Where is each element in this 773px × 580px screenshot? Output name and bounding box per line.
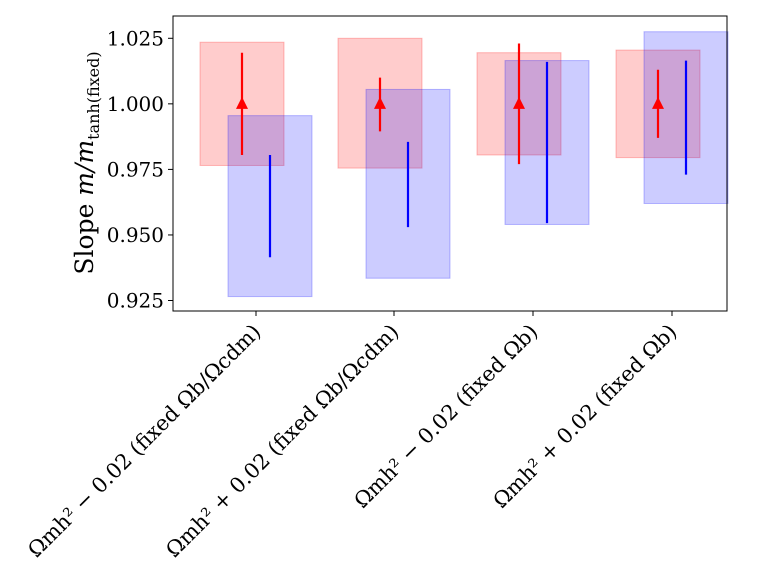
- error-bars: [236, 43, 688, 258]
- y-tick-label: 0.925: [107, 289, 164, 313]
- y-axis-ticks: 0.925 0.950 0.975 1.000 1.025: [107, 26, 173, 313]
- x-tick-label: Ωmh² − 0.02 (fixed Ωb/Ωcdm): [23, 320, 265, 562]
- reference-marker-3: [513, 96, 525, 109]
- reference-marker-2: [374, 96, 386, 109]
- uncertainty-boxes: [199, 31, 729, 298]
- y-tick-label: 1.000: [107, 92, 164, 116]
- reference-marker-1: [236, 96, 248, 109]
- y-tick-label: 1.025: [107, 26, 164, 50]
- reference-marker-4: [652, 96, 664, 109]
- y-tick-label: 0.975: [107, 157, 164, 181]
- y-tick-label: 0.950: [107, 223, 164, 247]
- plot-frame: [172, 15, 728, 312]
- x-axis-ticks: Ωmh² − 0.02 (fixed Ωb/Ωcdm)Ωmh² + 0.02 (…: [23, 311, 682, 562]
- y-axis-title: Slope m/mtanh(fixed): [70, 51, 103, 274]
- x-tick-label: Ωmh² + 0.02 (fixed Ωb/Ωcdm): [161, 320, 403, 562]
